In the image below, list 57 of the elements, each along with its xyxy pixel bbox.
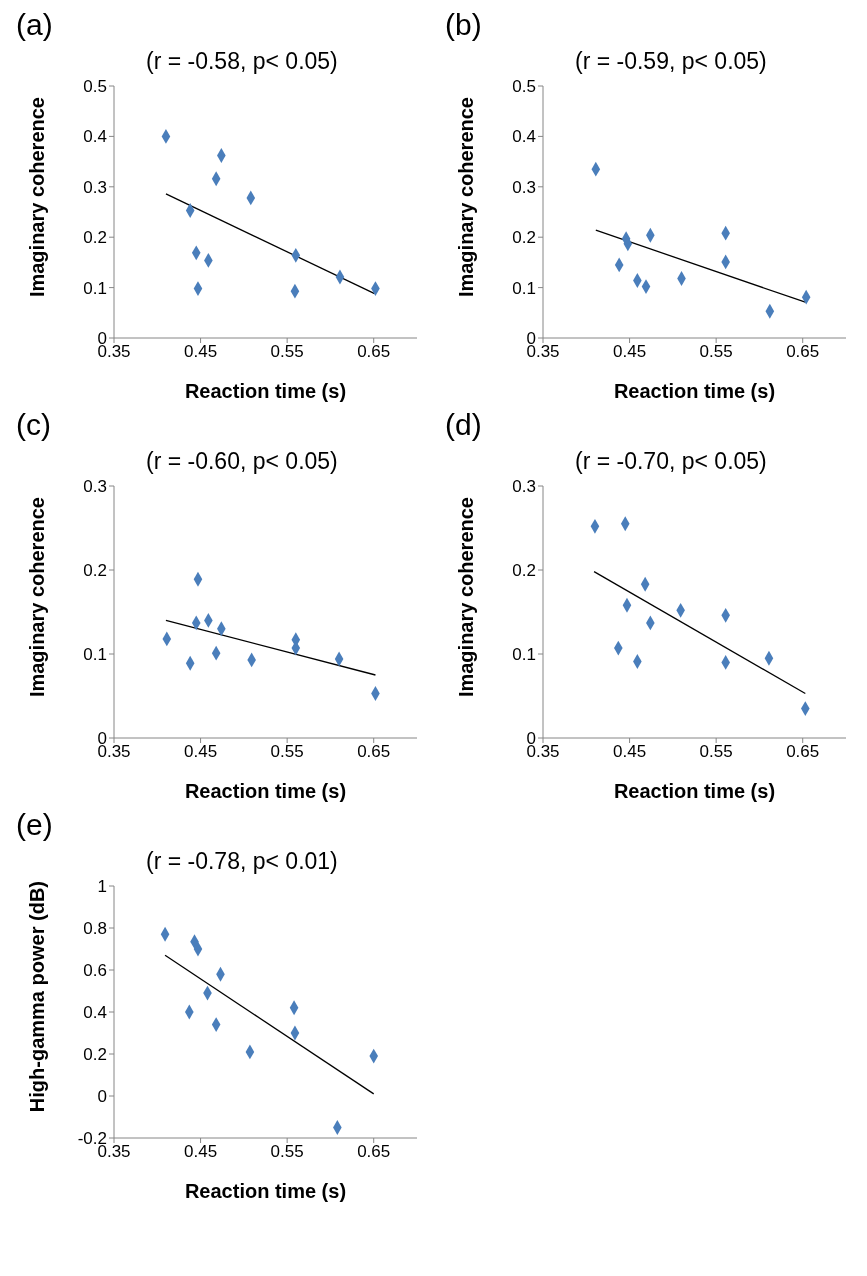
chart-title: (d)	[444, 408, 483, 443]
chart-title: (c)	[15, 408, 52, 443]
chart-title: (e)	[15, 808, 54, 843]
x-axis-title: Reaction time (s)	[613, 780, 776, 802]
x-axis-title: Reaction time (s)	[184, 780, 347, 802]
y-tick-label: 0.1	[512, 278, 536, 298]
y-tick-label: 0.1	[83, 645, 107, 665]
text: (r = -0.58, p< 0.05)	[146, 48, 338, 75]
x-tick-label: 0.55	[270, 1142, 304, 1162]
text: (r = -0.59, p< 0.05)	[575, 48, 767, 75]
y-tick-label: 0.1	[512, 645, 536, 665]
x-tick-label: 0.45	[184, 742, 218, 762]
y-axis-title: Imaginary coherence	[26, 496, 48, 698]
x-tick-label: 0.65	[357, 742, 391, 762]
chart-title: (b)	[444, 8, 483, 43]
x-tick-label: 0.65	[786, 742, 820, 762]
y-tick-label: 0	[97, 1087, 107, 1107]
y-tick-label: 0.4	[83, 127, 107, 147]
y-tick-label: 0.2	[83, 1045, 107, 1065]
y-axis-title: Imaginary coherence	[455, 496, 477, 698]
y-tick-label: 0.2	[512, 228, 536, 248]
y-tick-label: 0.3	[83, 477, 107, 497]
y-tick-label: 0.3	[83, 177, 107, 197]
y-tick-label: 0.3	[512, 477, 536, 497]
x-tick-label: 0.55	[270, 342, 304, 362]
y-tick-label: 1	[97, 877, 107, 897]
y-tick-label: 0.4	[512, 127, 536, 147]
chart-title: (a)	[15, 8, 54, 43]
x-axis-title: Reaction time (s)	[184, 1180, 347, 1202]
y-tick-label: 0.2	[83, 228, 107, 248]
text: (r = -0.70, p< 0.05)	[575, 448, 767, 475]
x-axis-title: Reaction time (s)	[613, 380, 776, 402]
y-tick-label: 0.3	[512, 177, 536, 197]
x-tick-label: 0.45	[184, 1142, 218, 1162]
x-tick-label: 0.55	[699, 342, 733, 362]
x-tick-label: 0.45	[613, 742, 647, 762]
y-axis-title: High-gamma power (dB)	[26, 881, 48, 1113]
x-tick-label: 0.65	[357, 1142, 391, 1162]
y-tick-label: 0.6	[83, 961, 107, 981]
x-tick-label: 0.65	[357, 342, 391, 362]
x-tick-label: 0.55	[699, 742, 733, 762]
y-tick-label: 0.5	[512, 77, 536, 97]
y-tick-label: 0.4	[83, 1003, 107, 1023]
y-axis-title: Imaginary coherence	[455, 96, 477, 298]
y-tick-label: 0.1	[83, 278, 107, 298]
y-tick-label: 0.2	[83, 561, 107, 581]
y-tick-label: 0.2	[512, 561, 536, 581]
x-tick-label: 0.55	[270, 742, 304, 762]
y-axis-title: Imaginary coherence	[26, 96, 48, 298]
text: (r = -0.78, p< 0.01)	[146, 848, 338, 875]
x-tick-label: 0.45	[184, 342, 218, 362]
text: (r = -0.60, p< 0.05)	[146, 448, 338, 475]
y-tick-label: 0.5	[83, 77, 107, 97]
x-tick-label: 0.45	[613, 342, 647, 362]
y-tick-label: 0.8	[83, 919, 107, 939]
x-axis-title: Reaction time (s)	[184, 380, 347, 402]
x-tick-label: 0.65	[786, 342, 820, 362]
